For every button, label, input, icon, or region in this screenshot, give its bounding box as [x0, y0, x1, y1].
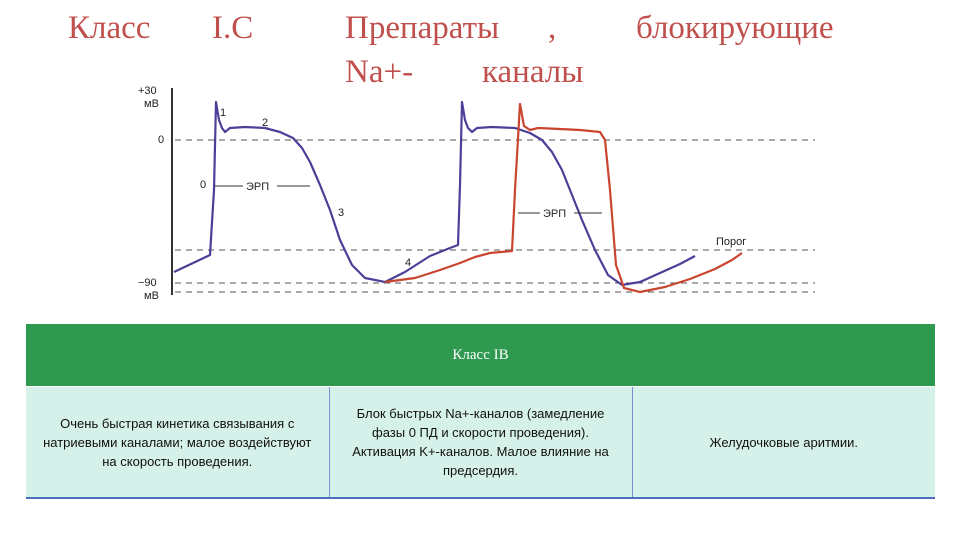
title-part: Класс	[68, 10, 151, 46]
title-part: каналы	[482, 54, 584, 90]
normal-ap-curve	[173, 100, 696, 287]
y-zero-label: 0	[158, 134, 164, 146]
title-part: блокирующие	[636, 10, 834, 46]
title-part: I.C	[212, 10, 254, 46]
slide-title: Класс I.C Препараты , блокирующие Na+- к…	[0, 8, 960, 90]
phase-3-label: 3	[338, 207, 344, 219]
title-part: Na+-	[345, 54, 414, 90]
table-cell-mechanism: Блок быстрых Na+-каналов (замедление фаз…	[329, 386, 633, 499]
y-top-unit: мВ	[144, 98, 159, 110]
class-ib-table: Класс IB Очень быстрая кинетика связыван…	[26, 324, 935, 499]
drug-ap-curve	[384, 102, 743, 294]
title-part: Препараты	[345, 10, 500, 46]
y-top-label: +30	[138, 85, 157, 97]
y-bottom-unit: мВ	[144, 290, 159, 302]
table-cell-kinetics: Очень быстрая кинетика связывания с натр…	[26, 386, 330, 499]
phase-2-label: 2	[262, 117, 268, 129]
phase-1-label: 1	[220, 107, 226, 119]
table-row: Очень быстрая кинетика связывания с натр…	[26, 386, 935, 499]
phase-4-label: 4	[405, 257, 411, 269]
action-potential-figure: +30 мВ 0 −90 мВ ЭРП ЭРП 0 1 2 3 4 Порог	[138, 85, 815, 302]
phase-0-label: 0	[200, 179, 206, 191]
erp-label-2: ЭРП	[543, 208, 566, 220]
y-bottom-label: −90	[138, 277, 157, 289]
erp-label-1: ЭРП	[246, 181, 269, 193]
threshold-label: Порог	[716, 236, 746, 248]
table-header: Класс IB	[26, 324, 935, 387]
table-cell-indication: Желудочковые аритмии.	[632, 386, 935, 499]
title-part: ,	[548, 10, 557, 46]
